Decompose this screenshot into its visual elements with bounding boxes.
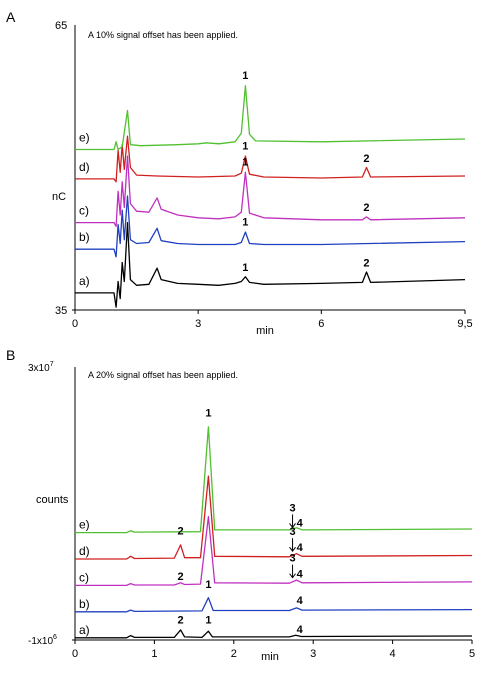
- panel-b-peak-label: 3: [289, 526, 295, 538]
- panel-b-peak-label: 4: [297, 568, 304, 580]
- panel-b-x-tick-label: 5: [469, 648, 475, 660]
- panel-b-peak-label: 1: [205, 614, 211, 626]
- panel-a-series-e: [75, 85, 466, 151]
- panel-b-series-d: [75, 475, 473, 560]
- panel-b-peak-label: 4: [297, 624, 304, 636]
- panel-b-y-tick-label: 3x107: [28, 361, 54, 374]
- panel-b-series-e: [75, 426, 473, 534]
- panel-a-letter: A: [6, 9, 16, 25]
- panel-a-series-label: b): [79, 230, 90, 244]
- panel-b-peak-label: 1: [205, 407, 211, 419]
- panel-a-series-label: d): [79, 160, 90, 174]
- panel-b-peak-label: 2: [178, 525, 184, 537]
- panel-b-peak-label: 4: [297, 595, 304, 607]
- panel-b-series-c: [75, 516, 473, 587]
- panel-b-series-label: d): [79, 544, 90, 558]
- panel-b-peak-label: 3: [289, 502, 295, 514]
- panel-b-peak-label: 2: [178, 614, 184, 626]
- panel-a-x-label: min: [256, 325, 274, 337]
- panel-a-y-label: nC: [52, 191, 66, 203]
- panel-b-y-tick-label: -1x106: [28, 634, 57, 647]
- panel-b-peak-arrowhead: [289, 523, 296, 529]
- panel-a-peak-label: 2: [363, 257, 369, 269]
- panel-b-peak-label: 4: [297, 517, 304, 529]
- panel-b-series-b: [75, 597, 473, 613]
- panel-a-x-tick-label: 9,5: [457, 318, 472, 330]
- panel-b-x-label: min: [261, 651, 279, 663]
- panel-a-series-label: a): [79, 274, 90, 288]
- panel-a-y-tick-label: 35: [55, 305, 67, 317]
- panel-a-peak-label: 1: [242, 216, 248, 228]
- panel-b-x-tick-label: 2: [231, 648, 237, 660]
- panel-a-x-tick-label: 3: [195, 318, 201, 330]
- panel-b-x-tick-label: 0: [72, 648, 78, 660]
- panel-a-series-b: [75, 195, 466, 258]
- panel-a-x-tick-label: 0: [72, 318, 78, 330]
- panel-b-peak-label: 2: [178, 571, 184, 583]
- panel-a-x-tick-label: 6: [318, 318, 324, 330]
- panel-b-x-tick-label: 1: [151, 648, 157, 660]
- panel-b-series-label: e): [79, 518, 90, 532]
- panel-a-peak-label: 1: [242, 262, 248, 274]
- panel-a-series-label: c): [79, 204, 89, 218]
- panel-a-peak-label: 2: [363, 153, 369, 165]
- panel-b-series-label: b): [79, 597, 90, 611]
- panel-b-peak-label: 3: [289, 553, 295, 565]
- panel-b-peak-arrowhead: [289, 546, 296, 553]
- panel-a-series-label: e): [79, 130, 90, 144]
- panel-a-chart: 65 35 nC 0 3 6 9,5 min A 10% signal offset has b…: [52, 20, 473, 337]
- panel-b-x-tick-label: 3: [310, 648, 316, 660]
- panel-a-peak-label: 1: [242, 70, 248, 82]
- panel-b-series-label: c): [79, 570, 89, 584]
- panel-a-offset-note: A 10% signal offset has been applied.: [88, 30, 238, 40]
- panel-a-peak-label: 2: [363, 202, 369, 214]
- panel-a-series-c: [75, 155, 466, 228]
- panel-b-peak-label: 1: [205, 579, 211, 591]
- panel-b-y-label: counts: [36, 494, 69, 506]
- panel-b-peak-label: 4: [297, 542, 304, 554]
- panel-b-series-label: a): [79, 623, 90, 637]
- panel-a-peak-label: 1: [242, 157, 248, 169]
- panel-b-peak-arrowhead: [289, 573, 296, 579]
- panel-a-y-tick-label: 65: [55, 20, 67, 32]
- panel-b-series-a: [75, 629, 473, 639]
- panel-b-offset-note: A 20% signal offset has been applied.: [88, 370, 238, 380]
- panel-b-letter: B: [6, 347, 15, 363]
- panel-a-series-a: [75, 221, 466, 308]
- panel-a-peak-label: 1: [242, 140, 248, 152]
- panel-b-x-tick-label: 4: [390, 648, 396, 660]
- panel-a-series-d: [75, 135, 466, 183]
